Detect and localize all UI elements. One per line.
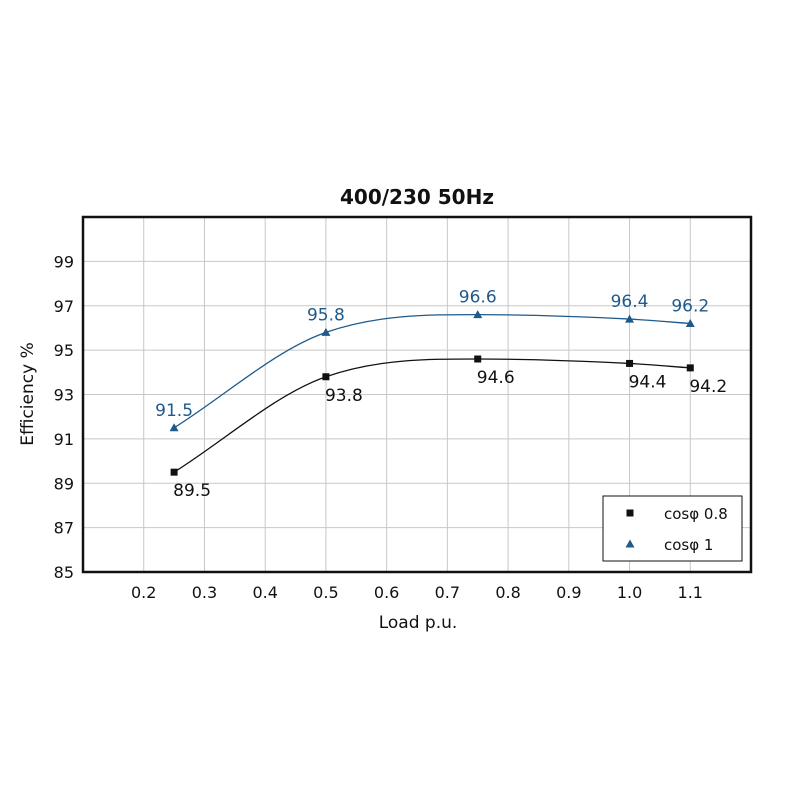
data-label: 89.5 xyxy=(173,481,211,501)
x-tick-label: 1.1 xyxy=(678,583,703,602)
y-tick-label: 95 xyxy=(54,341,74,360)
plot-frame xyxy=(81,215,753,574)
data-point-square xyxy=(322,373,330,381)
data-label: 95.8 xyxy=(307,305,345,325)
x-tick-label: 0.8 xyxy=(495,583,520,602)
data-label: 93.8 xyxy=(325,386,363,406)
data-point-square xyxy=(170,468,178,476)
data-label: 91.5 xyxy=(155,401,193,421)
data-point-triangle xyxy=(685,319,695,327)
x-axis-ticks: 0.2 0.3 0.4 0.5 0.6 0.7 0.8 0.9 1.0 1.1 xyxy=(131,583,703,602)
y-tick-label: 97 xyxy=(54,297,74,316)
data-point-triangle xyxy=(625,539,635,548)
y-tick-label: 91 xyxy=(54,430,74,449)
data-point-square xyxy=(626,509,634,517)
data-label: 94.4 xyxy=(629,372,667,392)
y-tick-label: 89 xyxy=(54,474,74,493)
data-point-square xyxy=(626,359,634,367)
grid-lines xyxy=(83,217,751,572)
y-tick-label: 87 xyxy=(54,519,74,538)
series-cos-phi-0-8: 89.5 93.8 94.6 94.4 94.2 xyxy=(170,355,727,501)
data-point-triangle xyxy=(321,327,331,336)
x-tick-label: 0.9 xyxy=(556,583,581,602)
legend: cosφ 0.8 cosφ 1 xyxy=(602,495,743,562)
legend-entry: cosφ 0.8 xyxy=(664,505,728,523)
data-point-square xyxy=(686,364,694,372)
x-axis-label: Load p.u. xyxy=(379,613,458,633)
data-label: 96.4 xyxy=(611,292,649,312)
y-tick-label: 93 xyxy=(54,386,74,405)
data-point-triangle xyxy=(169,423,179,432)
series-line xyxy=(173,313,691,429)
data-point-square xyxy=(474,355,482,363)
data-label: 94.2 xyxy=(689,377,727,397)
x-tick-label: 0.2 xyxy=(131,583,156,602)
x-tick-label: 1.0 xyxy=(617,583,642,602)
x-tick-label: 0.6 xyxy=(374,583,399,602)
series-line xyxy=(173,358,691,473)
x-tick-label: 0.4 xyxy=(252,583,277,602)
legend-entry: cosφ 1 xyxy=(664,536,713,554)
x-tick-label: 0.5 xyxy=(313,583,338,602)
x-tick-label: 0.3 xyxy=(192,583,217,602)
series-cos-phi-1: 91.5 95.8 96.6 96.4 96.2 xyxy=(155,288,709,432)
data-point-triangle xyxy=(473,310,483,319)
legend-box xyxy=(602,495,743,562)
data-label: 96.2 xyxy=(671,297,709,317)
x-tick-label: 0.7 xyxy=(435,583,460,602)
y-axis-label: Efficiency % xyxy=(18,342,38,445)
y-tick-label: 99 xyxy=(54,252,74,271)
data-point-triangle xyxy=(625,314,635,323)
y-tick-label: 85 xyxy=(54,563,74,582)
data-label: 94.6 xyxy=(477,368,515,388)
data-label: 96.6 xyxy=(459,288,497,308)
y-axis-ticks: 85 87 89 91 93 95 97 99 xyxy=(54,252,74,582)
series-layer: 89.5 93.8 94.6 94.4 94.2 91.5 95.8 96.6 96.4 96.2 xyxy=(155,288,727,502)
chart-title: 400/230 50Hz xyxy=(340,185,494,209)
